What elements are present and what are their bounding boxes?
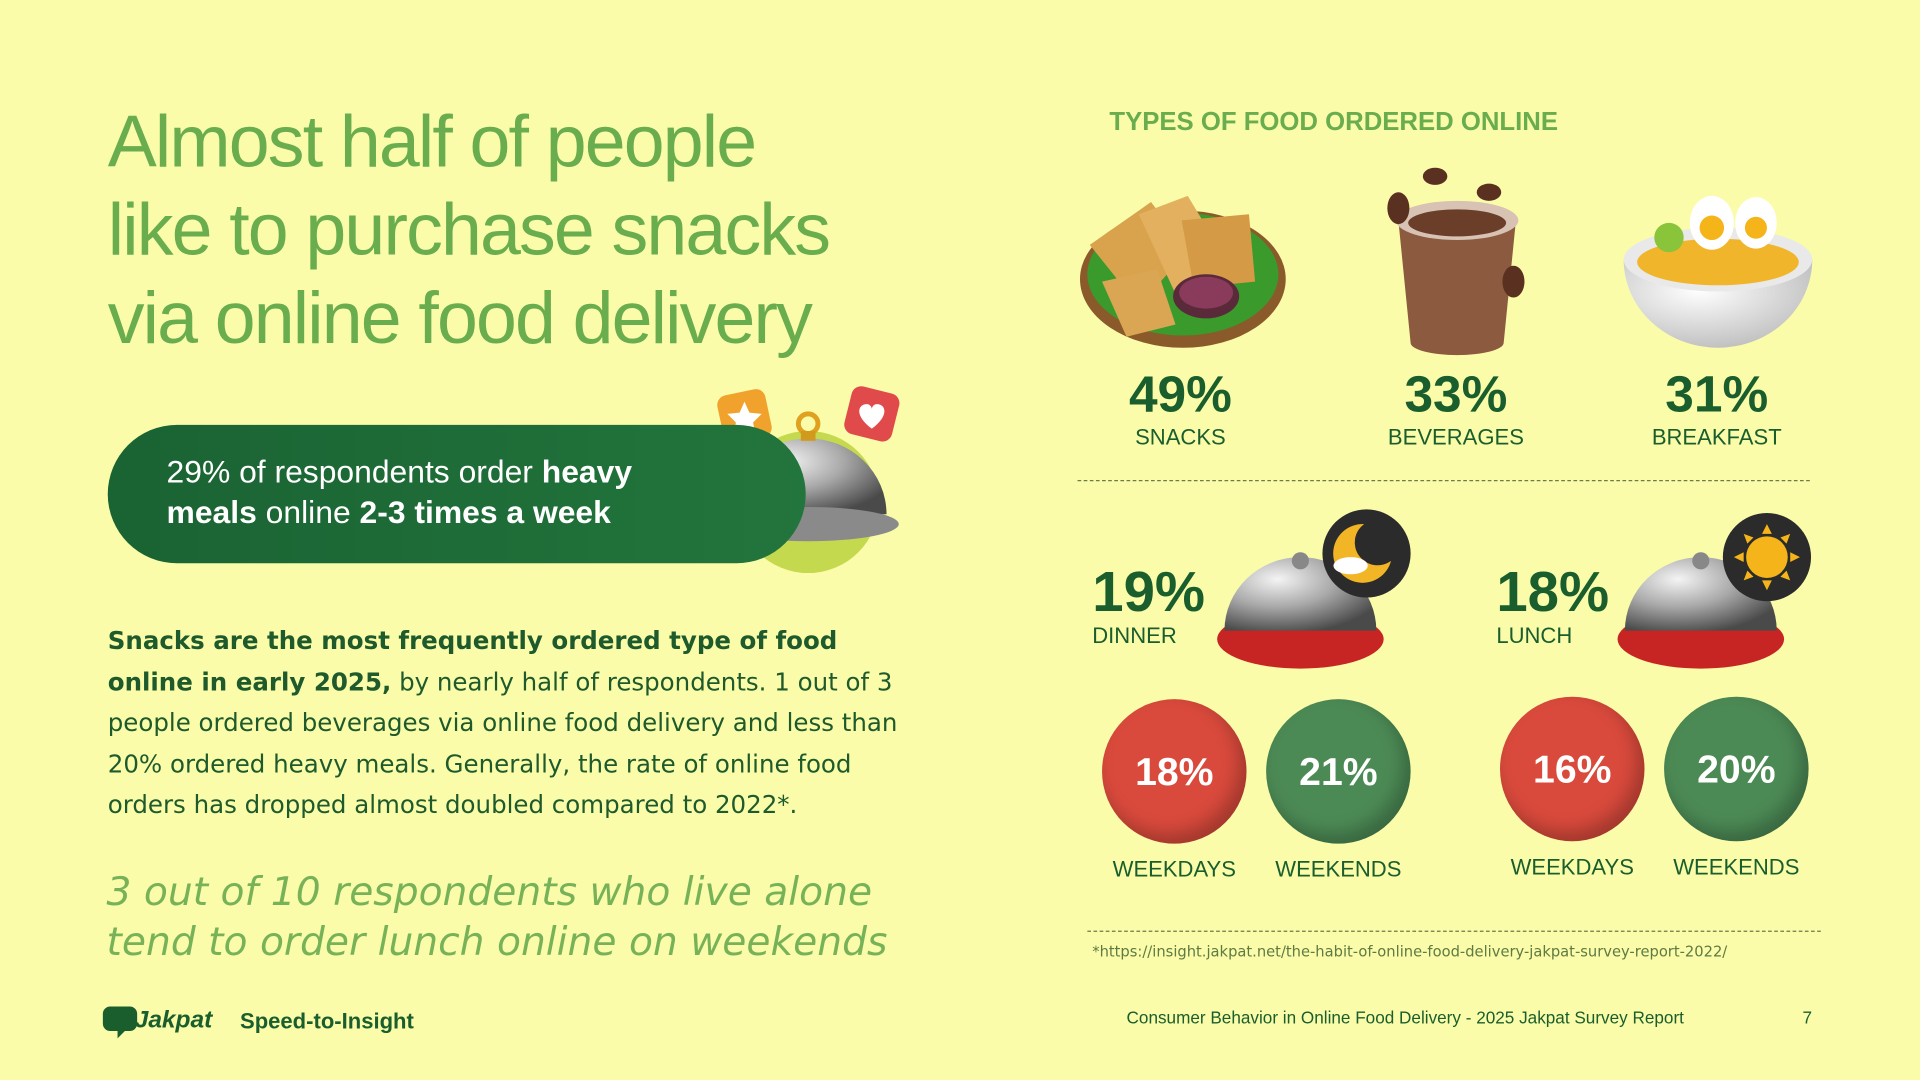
- divider: [1077, 480, 1810, 482]
- banner: [107, 424, 806, 564]
- headline: Almost half of people like to purchase sn…: [107, 98, 831, 362]
- meal-value: 19%: [1092, 559, 1205, 624]
- snacks-icon: [1080, 195, 1286, 348]
- source-note: *https://insight.jakpat.net/the-habit-of…: [1092, 942, 1728, 961]
- beverage-icon: [1387, 167, 1525, 356]
- stat-label: BREAKFAST: [1651, 424, 1782, 450]
- report-title: Consumer Behavior in Online Food Deliver…: [1126, 1007, 1684, 1028]
- stat-value: 33%: [1404, 364, 1508, 423]
- stat-circle: 18%: [1102, 699, 1247, 844]
- body-text: Snacks are the most frequently ordered t…: [108, 621, 898, 827]
- section-title: TYPES OF FOOD ORDERED ONLINE: [1109, 107, 1559, 136]
- brand: Jakpat: [134, 1006, 213, 1034]
- page-number: 7: [1802, 1007, 1812, 1028]
- stat-value: 31%: [1665, 364, 1769, 423]
- text-segment: by nearly half of respondents. 1 out of …: [107, 666, 898, 820]
- headline-line: Almost half of people: [107, 100, 757, 183]
- tagline: Speed-to-Insight: [240, 1008, 414, 1034]
- text-segment: 29% of respondents order: [166, 453, 533, 490]
- circle-label: WEEKDAYS: [1112, 857, 1236, 882]
- stat-label: SNACKS: [1135, 424, 1226, 450]
- stat-circle: 16%: [1500, 696, 1645, 842]
- stat-value: 49%: [1128, 364, 1232, 423]
- circle-label: WEEKENDS: [1275, 857, 1402, 882]
- headline-line: like to purchase snacks: [107, 188, 831, 271]
- circle-label: WEEKDAYS: [1510, 854, 1634, 880]
- quote-line: tend to order lunch online on weekends: [106, 918, 888, 965]
- text-segment: Snacks are the most frequently ordered t…: [107, 625, 838, 697]
- meal-value: 18%: [1496, 559, 1610, 624]
- text-segment: 2-3 times a week: [359, 493, 611, 531]
- stat-circle: 20%: [1664, 696, 1809, 842]
- stat-circle: 21%: [1266, 699, 1411, 844]
- banner-text: 29% of respondents order heavy meals onl…: [167, 452, 718, 533]
- circle-label: WEEKENDS: [1673, 854, 1800, 880]
- lunch-icon: [1617, 513, 1812, 669]
- breakfast-icon: [1623, 195, 1813, 348]
- divider: [1087, 930, 1821, 932]
- stat-label: BEVERAGES: [1387, 424, 1524, 450]
- meal-label: DINNER: [1092, 623, 1177, 648]
- meal-label: LUNCH: [1496, 623, 1573, 648]
- quote-line: 3 out of 10 respondents who live alone: [106, 868, 873, 915]
- dinner-icon: [1217, 509, 1411, 669]
- text-segment: online: [265, 493, 351, 531]
- headline-line: via online food delivery: [107, 276, 813, 359]
- quote: 3 out of 10 respondents who live alone te…: [107, 867, 940, 967]
- text-segment: heavy meals: [166, 453, 633, 531]
- logo-icon: [102, 1006, 138, 1039]
